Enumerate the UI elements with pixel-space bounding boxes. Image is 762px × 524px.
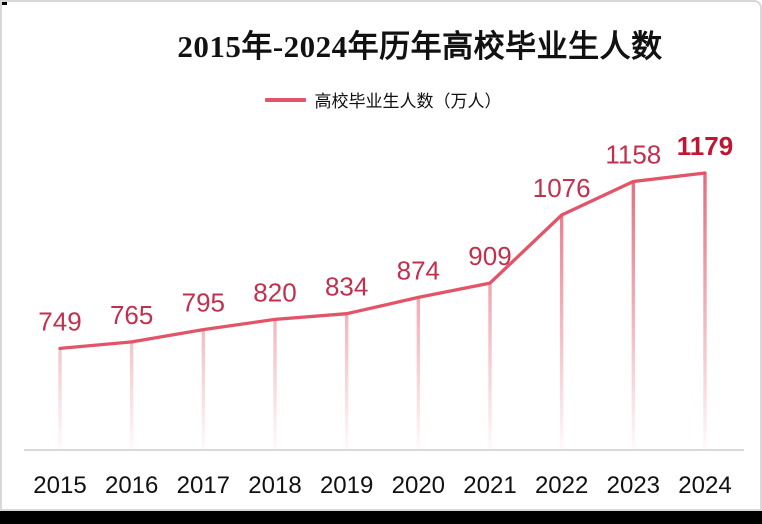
data-point-label: 795 (182, 288, 225, 318)
data-point-label: 1076 (533, 173, 591, 203)
line-chart-plot: 749 765 795 820 834 874 909 1076 1158 1179 2015 201… (24, 131, 744, 499)
data-point-label: 1158 (605, 140, 661, 170)
chart-title: 2015年-2024年历年高校毕业生人数 (177, 29, 663, 64)
x-axis-label: 2016 (105, 472, 158, 499)
data-point-label: 909 (468, 241, 511, 271)
data-point-label: 1179 (677, 131, 733, 161)
x-axis-label: 2019 (320, 472, 373, 499)
bottom-black-bar (0, 511, 762, 524)
legend-line-swatch (264, 97, 306, 102)
corner-artifact (2, 2, 7, 5)
x-axis-label: 2017 (177, 472, 230, 499)
series-line (58, 171, 707, 351)
x-axis-label: 2023 (607, 472, 660, 499)
x-axis-label: 2020 (392, 472, 445, 499)
x-axis-label: 2021 (463, 472, 516, 499)
legend-label: 高校毕业生人数（万人） (314, 92, 502, 111)
x-axis-label: 2024 (678, 472, 731, 499)
data-point-label: 820 (253, 277, 296, 307)
x-axis-label: 2018 (248, 472, 301, 499)
data-point-label: 874 (397, 255, 440, 285)
x-axis-label: 2022 (535, 472, 588, 499)
data-point-label: 765 (110, 300, 153, 330)
data-point-label: 834 (325, 272, 368, 302)
x-axis-label: 2015 (33, 472, 86, 499)
legend: 高校毕业生人数（万人） (2, 87, 762, 112)
data-point-label: 749 (38, 306, 81, 336)
chart-card: 2015年-2024年历年高校毕业生人数 高校毕业生人数（万人） 749 765 7… (0, 0, 762, 511)
